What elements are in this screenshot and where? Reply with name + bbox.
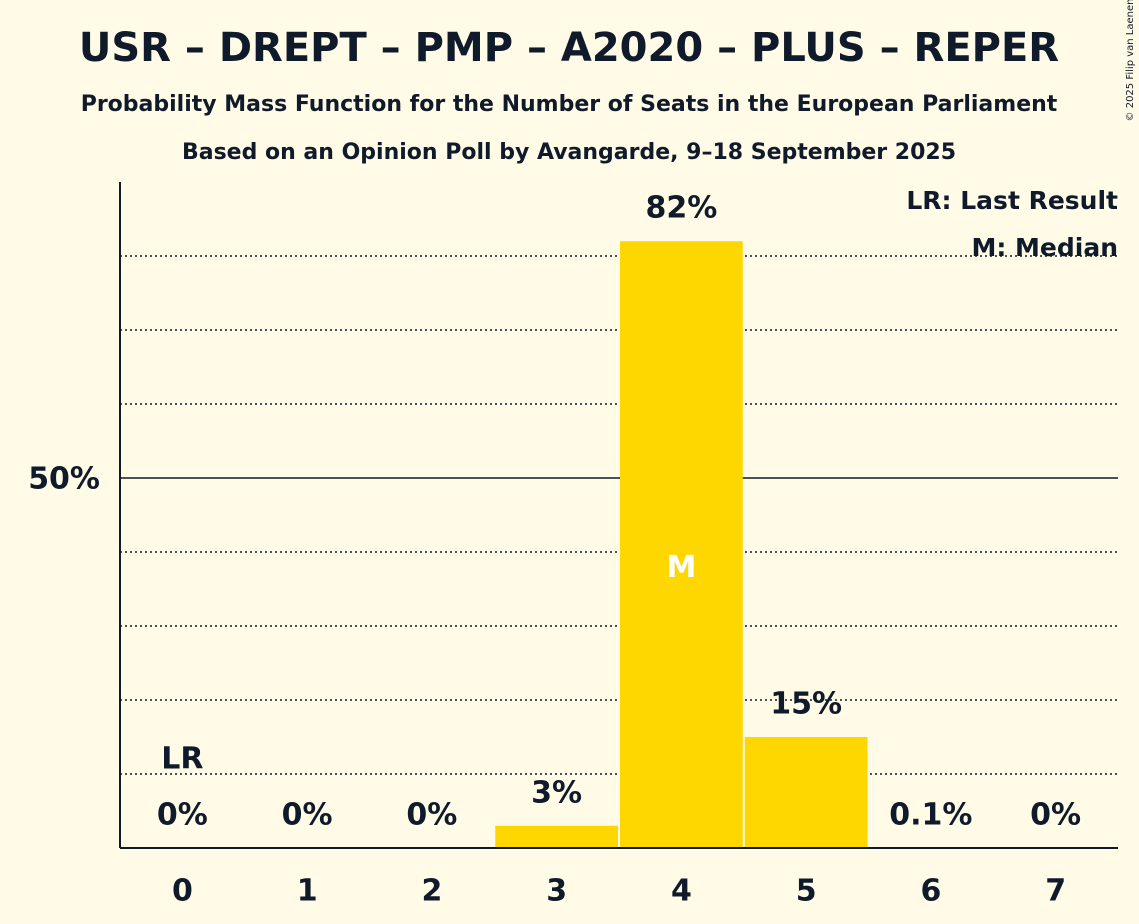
bar [620, 241, 743, 848]
y-tick-label: 50% [28, 462, 100, 497]
value-label: 0% [1030, 798, 1081, 833]
x-tick-label: 1 [297, 874, 318, 909]
bar [495, 825, 618, 848]
x-tick-label: 0 [172, 874, 193, 909]
value-label: 0% [157, 798, 208, 833]
copyright: © 2025 Filip van Laenen [1125, 0, 1136, 121]
last-result-marker: LR [161, 742, 203, 777]
x-tick-label: 4 [671, 874, 692, 909]
x-tick-label: 6 [920, 874, 941, 909]
chart-subtitle: Probability Mass Function for the Number… [81, 92, 1058, 117]
value-label: 82% [645, 191, 717, 226]
median-marker: M [666, 550, 696, 585]
chart-title: USR – DREPT – PMP – A2020 – PLUS – REPER [79, 25, 1059, 71]
x-tick-label: 5 [796, 874, 817, 909]
legend-entry: M: Median [971, 233, 1118, 262]
value-label: 3% [531, 775, 582, 810]
value-label: 15% [770, 687, 842, 722]
legend-entry: LR: Last Result [906, 186, 1118, 215]
value-label: 0.1% [889, 798, 972, 833]
value-label: 0% [282, 798, 333, 833]
x-tick-label: 2 [421, 874, 442, 909]
chart-subtitle: Based on an Opinion Poll by Avangarde, 9… [182, 140, 956, 165]
bar [744, 737, 868, 848]
value-label: 0% [406, 798, 457, 833]
x-tick-label: 3 [546, 874, 567, 909]
x-tick-label: 7 [1045, 874, 1066, 909]
